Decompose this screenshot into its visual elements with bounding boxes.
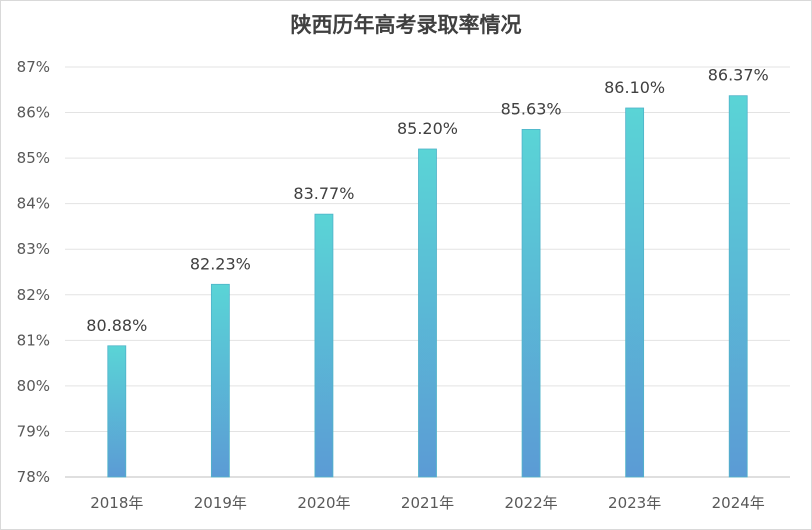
- data-label: 86.10%: [604, 78, 665, 97]
- x-tick-label: 2021年: [401, 494, 454, 512]
- bar: [728, 95, 748, 478]
- y-tick-label: 78%: [17, 468, 50, 486]
- y-tick-label: 85%: [17, 149, 50, 167]
- x-tick-label: 2020年: [297, 494, 350, 512]
- data-label: 82.23%: [190, 254, 251, 273]
- data-label: 80.88%: [86, 316, 147, 335]
- bar: [418, 148, 437, 478]
- y-tick-label: 86%: [17, 104, 50, 122]
- y-tick-label: 79%: [17, 422, 50, 440]
- data-label: 86.37%: [708, 66, 769, 85]
- y-tick-label: 87%: [17, 58, 50, 76]
- y-tick-label: 82%: [17, 286, 50, 304]
- y-tick-label: 84%: [17, 195, 50, 213]
- x-tick-label: 2018年: [90, 494, 143, 512]
- y-tick-label: 83%: [17, 240, 50, 258]
- x-axis-ticks: 2018年 2019年 2020年 2021年 2022年 2023年 2024年: [90, 494, 765, 512]
- bar: [314, 213, 334, 478]
- x-tick-label: 2022年: [504, 494, 557, 512]
- y-axis-ticks: 78% 79% 80% 81% 82% 83% 84% 85% 86% 87%: [17, 58, 50, 486]
- data-labels: 80.88% 82.23% 83.77% 85.20% 85.63% 86.10% 86.3…: [86, 66, 768, 335]
- data-label: 85.63%: [501, 99, 562, 118]
- bar: [521, 129, 541, 478]
- y-tick-label: 81%: [17, 331, 50, 349]
- x-tick-label: 2023年: [608, 494, 661, 512]
- bar: [210, 283, 230, 478]
- x-tick-label: 2024年: [712, 494, 765, 512]
- chart-title: 陕西历年高考录取率情况: [291, 13, 522, 37]
- bar: [107, 345, 127, 478]
- y-tick-label: 80%: [17, 377, 50, 395]
- x-tick-label: 2019年: [194, 494, 247, 512]
- bars: [107, 95, 748, 478]
- data-label: 83.77%: [293, 184, 354, 203]
- gridlines: [65, 66, 790, 478]
- data-label: 85.20%: [397, 119, 458, 138]
- bar: [625, 107, 645, 478]
